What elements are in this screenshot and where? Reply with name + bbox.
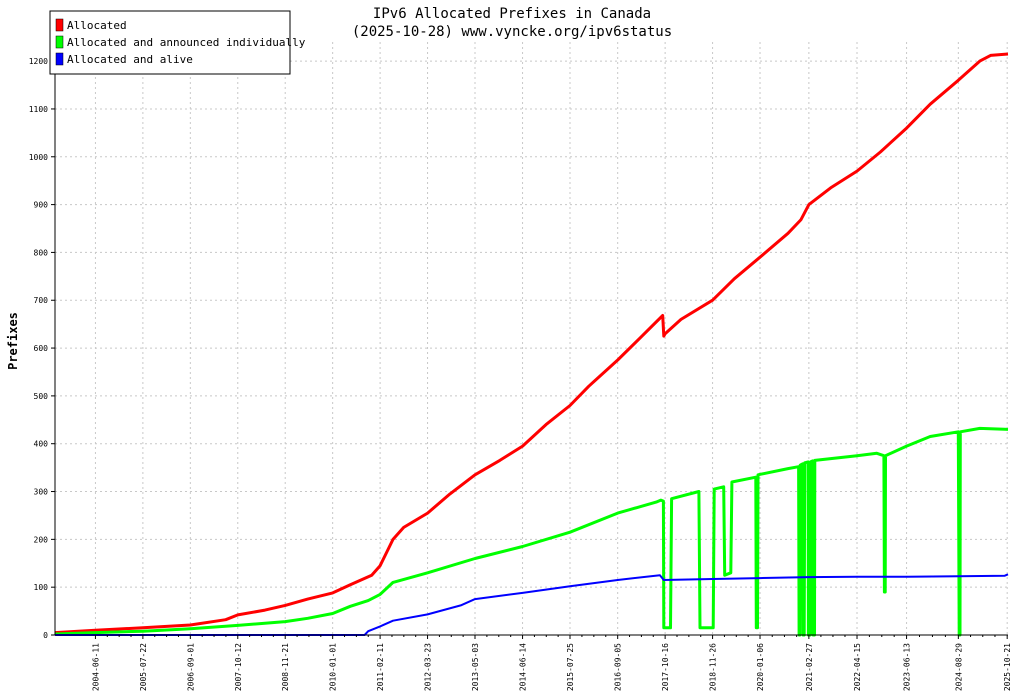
- legend-label: Allocated and alive: [67, 53, 193, 66]
- x-tick-label: 2024-08-29: [954, 643, 963, 691]
- grid: [55, 42, 1008, 636]
- series-line-2: [54, 426, 1009, 637]
- y-tick-label: 200: [34, 535, 49, 544]
- y-axis-label: Prefixes: [6, 312, 20, 370]
- x-tick-label: 2006-09-01: [186, 643, 195, 691]
- x-tick-label: 2011-02-11: [376, 643, 385, 691]
- y-tick-label: 300: [34, 488, 49, 497]
- legend-label: Allocated: [67, 19, 127, 32]
- y-tick-label: 400: [34, 440, 49, 449]
- chart-title: IPv6 Allocated Prefixes in Canada: [373, 6, 651, 22]
- y-tick-label: 1200: [29, 57, 48, 66]
- x-tick-label: 2018-11-26: [709, 643, 718, 691]
- y-tick-label: 600: [34, 344, 49, 353]
- x-tick-label: 2015-07-25: [566, 643, 575, 691]
- x-tick-label: 2014-06-14: [519, 643, 528, 691]
- series-line-1: [54, 52, 1009, 635]
- y-tick-label: 900: [34, 201, 49, 210]
- legend-label: Allocated and announced individually: [67, 36, 306, 49]
- x-tick-label: 2013-05-03: [471, 643, 480, 691]
- y-tick-label: 800: [34, 248, 49, 257]
- series-lines: [54, 52, 1009, 637]
- y-tick-label: 700: [34, 296, 49, 305]
- x-tick-label: 2004-06-11: [91, 643, 100, 691]
- legend-swatch: [55, 35, 64, 49]
- x-tick-label: 2020-01-06: [756, 643, 765, 691]
- x-tick-label: 2010-01-01: [329, 643, 338, 691]
- legend: Allocated Allocated and announced individ…: [49, 10, 306, 75]
- x-tick-label: 2008-11-21: [281, 643, 290, 691]
- legend-swatch: [55, 18, 64, 32]
- series-line-3: [55, 573, 1009, 636]
- x-tick-label: 2012-03-23: [424, 643, 433, 691]
- y-tick-label: 1000: [29, 153, 48, 162]
- axes: 0 100 200 300 400 500 600 700 800 900 1000 1100 1200…: [29, 42, 1012, 691]
- legend-swatch: [55, 52, 64, 66]
- y-tick-label: 0: [43, 631, 48, 640]
- x-tick-label: 2005-07-22: [139, 643, 148, 691]
- x-tick-label: 2023-06-13: [903, 643, 912, 691]
- x-tick-label: 2017-10-16: [661, 643, 670, 691]
- y-tick-label: 100: [34, 583, 49, 592]
- x-tick-label: 2022-04-15: [853, 643, 862, 691]
- x-tick-label: 2021-02-27: [805, 643, 814, 691]
- legend-box: [49, 10, 291, 75]
- x-tick-label: 2025-10-21: [1003, 643, 1012, 691]
- y-tick-label: 1100: [29, 105, 48, 114]
- chart-subtitle: (2025-10-28) www.vyncke.org/ipv6status: [352, 24, 672, 40]
- x-tick-label: 2016-09-05: [614, 643, 623, 691]
- x-tick-label: 2007-10-12: [234, 643, 243, 691]
- y-tick-label: 500: [34, 392, 49, 401]
